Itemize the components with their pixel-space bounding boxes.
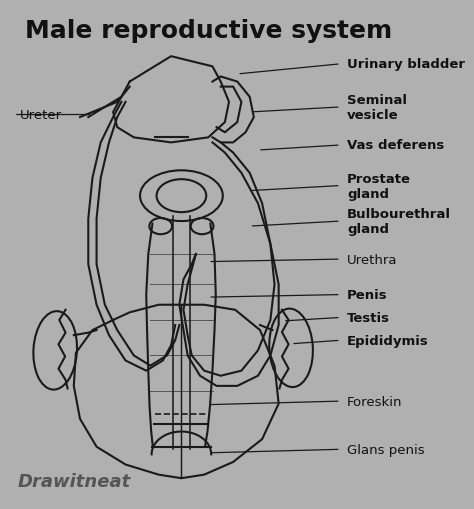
Text: Glans penis: Glans penis	[347, 443, 425, 456]
Text: Male reproductive system: Male reproductive system	[25, 19, 392, 43]
Text: Urethra: Urethra	[347, 253, 397, 266]
Text: Prostate
gland: Prostate gland	[347, 172, 411, 200]
Text: Vas deferens: Vas deferens	[347, 139, 444, 152]
Text: Epididymis: Epididymis	[347, 334, 428, 347]
Text: Testis: Testis	[347, 312, 390, 324]
Text: Penis: Penis	[347, 289, 388, 301]
Text: Urinary bladder: Urinary bladder	[347, 58, 465, 71]
Text: Ureter: Ureter	[20, 109, 62, 122]
Text: Seminal
vesicle: Seminal vesicle	[347, 94, 407, 122]
Text: Foreskin: Foreskin	[347, 395, 402, 408]
Text: Bulbourethral
gland: Bulbourethral gland	[347, 208, 451, 236]
Text: Drawitneat: Drawitneat	[18, 472, 131, 490]
